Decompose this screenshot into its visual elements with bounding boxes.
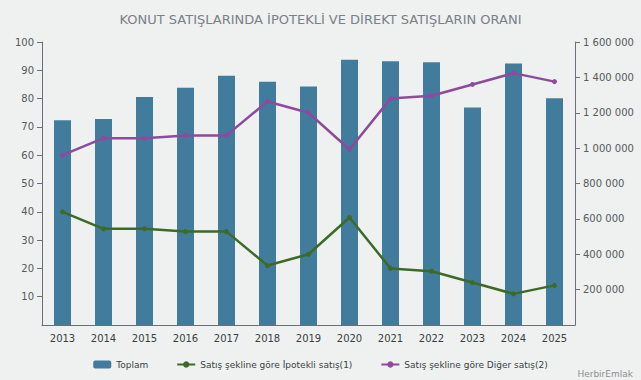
svg-text:20: 20 [21, 263, 34, 274]
svg-text:2023: 2023 [460, 333, 485, 344]
svg-text:2022: 2022 [419, 333, 444, 344]
svg-text:1 000 000: 1 000 000 [583, 143, 634, 154]
svg-text:Toplam: Toplam [115, 360, 148, 370]
svg-text:800 000: 800 000 [583, 178, 624, 189]
svg-text:2013: 2013 [50, 333, 75, 344]
svg-text:90: 90 [21, 65, 34, 76]
svg-text:2017: 2017 [214, 333, 239, 344]
svg-text:50: 50 [21, 178, 34, 189]
svg-text:2015: 2015 [132, 333, 157, 344]
svg-text:KONUT SATIŞLARINDA İPOTEKLİ VE: KONUT SATIŞLARINDA İPOTEKLİ VE DİREKT SA… [119, 12, 521, 27]
svg-text:200 000: 200 000 [583, 284, 624, 295]
svg-text:2020: 2020 [337, 333, 362, 344]
svg-text:100: 100 [15, 37, 34, 48]
svg-text:Satış şekline göre Diğer satış: Satış şekline göre Diğer satış(2) [404, 360, 547, 370]
svg-text:2024: 2024 [501, 333, 526, 344]
svg-text:70: 70 [21, 121, 34, 132]
svg-text:1 200 000: 1 200 000 [583, 107, 634, 118]
svg-text:2018: 2018 [255, 333, 280, 344]
svg-text:40: 40 [21, 206, 34, 217]
svg-text:2019: 2019 [296, 333, 321, 344]
svg-text:600 000: 600 000 [583, 213, 624, 224]
svg-text:2014: 2014 [91, 333, 116, 344]
svg-text:60: 60 [21, 150, 34, 161]
svg-text:400 000: 400 000 [583, 249, 624, 260]
svg-text:10: 10 [21, 291, 34, 302]
svg-text:HerbirEmlak: HerbirEmlak [577, 369, 633, 379]
svg-text:Satış şekline göre İpotekli sa: Satış şekline göre İpotekli satış(1) [200, 360, 352, 370]
svg-text:30: 30 [21, 235, 34, 246]
svg-text:2025: 2025 [542, 333, 567, 344]
svg-text:2016: 2016 [173, 333, 198, 344]
svg-text:1 400 000: 1 400 000 [583, 72, 634, 83]
svg-text:2021: 2021 [378, 333, 403, 344]
svg-text:80: 80 [21, 93, 34, 104]
svg-text:1 600 000: 1 600 000 [583, 37, 634, 48]
